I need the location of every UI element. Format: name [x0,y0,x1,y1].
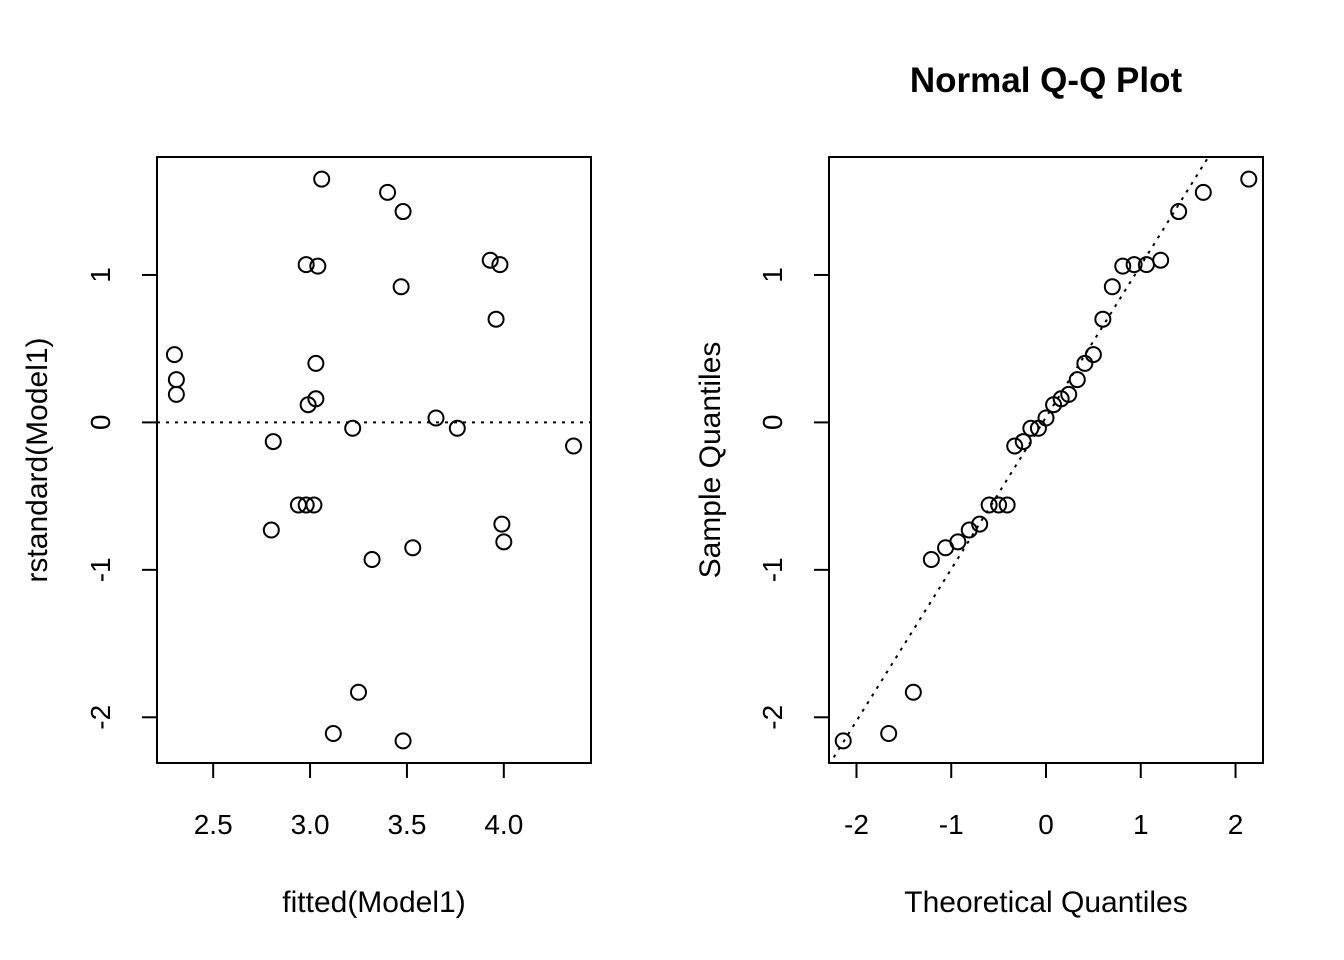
data-point [313,170,331,188]
data-point [904,683,922,701]
y-tick-label: -1 [757,557,788,582]
normal-qq-panel: Normal Q-Q Plot -2 -1 0 1 2 -2 -1 0 1 Theoretic… [694,61,1264,919]
data-point [344,419,362,437]
data-point [404,539,422,557]
data-point [1152,251,1170,269]
data-point [971,515,989,533]
data-point [1194,183,1212,201]
x-tick-label: -1 [939,809,964,840]
data-point [427,409,445,427]
data-point [1094,310,1112,328]
data-points [165,170,583,750]
data-point [1076,354,1094,372]
data-point [491,256,509,274]
y-axis-label: rstandard(Model1) [21,337,54,582]
plot-frame [828,156,1264,764]
residuals-vs-fitted-panel: 2.5 3.0 3.5 4.0 -2 -1 0 1 fitted(Model1) rstan… [21,156,592,919]
plot-title: Normal Q-Q Plot [910,61,1183,100]
data-point [1060,385,1078,403]
x-tick-label: 2 [1228,809,1244,840]
x-axis-label: fitted(Model1) [282,886,465,919]
x-axis-label: Theoretical Quantiles [904,886,1187,919]
x-tick-label: 3.0 [291,809,330,840]
data-point [1014,433,1032,451]
data-point [262,521,280,539]
data-point [922,551,940,569]
x-tick-label: 2.5 [194,809,233,840]
data-point [487,310,505,328]
plot-frame [156,156,592,764]
data-point [392,278,410,296]
data-point [565,437,583,455]
y-tick-label: 1 [85,267,116,283]
data-point [1114,257,1132,275]
data-point [297,256,315,274]
y-tick-label: -2 [85,705,116,730]
data-point [980,496,998,514]
x-tick-label: 4.0 [484,809,523,840]
data-point [297,496,315,514]
data-point [394,203,412,221]
data-point [167,385,185,403]
data-point [834,732,852,750]
data-point [379,183,397,201]
y-tick-label: 0 [85,415,116,431]
data-point [165,346,183,364]
data-point [1125,256,1143,274]
data-point [394,732,412,750]
data-points [834,170,1258,750]
data-point [481,251,499,269]
data-point [350,683,367,701]
data-point [990,496,1008,514]
x-tick-label: 0 [1038,809,1054,840]
data-point [1084,346,1102,364]
x-axis: 2.5 3.0 3.5 4.0 [194,762,523,840]
data-point [305,496,323,514]
data-point [1006,437,1024,455]
x-tick-label: -2 [844,809,869,840]
data-point [1103,278,1121,296]
qq-reference-line [829,157,1210,763]
data-point [1037,409,1055,427]
data-point [493,515,511,533]
data-point [998,496,1016,514]
x-tick-label: 1 [1133,809,1149,840]
data-point [448,419,466,437]
data-point [949,533,967,551]
y-tick-label: -1 [85,557,116,582]
y-axis: -2 -1 0 1 [757,267,830,730]
data-point [264,433,282,451]
y-tick-label: -2 [757,705,788,730]
data-point [1170,203,1188,221]
data-point [324,725,342,743]
x-tick-label: 3.5 [387,809,426,840]
data-point [307,354,325,372]
y-tick-label: 1 [757,267,788,283]
y-tick-label: 0 [757,415,788,431]
y-axis: -2 -1 0 1 [85,267,158,730]
data-point [307,390,325,408]
data-point [1068,371,1086,389]
data-point [363,551,381,569]
data-point [495,533,513,551]
data-point [309,257,327,275]
data-point [1240,170,1258,188]
x-axis: -2 -1 0 1 2 [844,762,1244,840]
data-point [880,725,898,743]
y-axis-label: Sample Quantiles [694,342,727,579]
data-point [167,371,185,389]
